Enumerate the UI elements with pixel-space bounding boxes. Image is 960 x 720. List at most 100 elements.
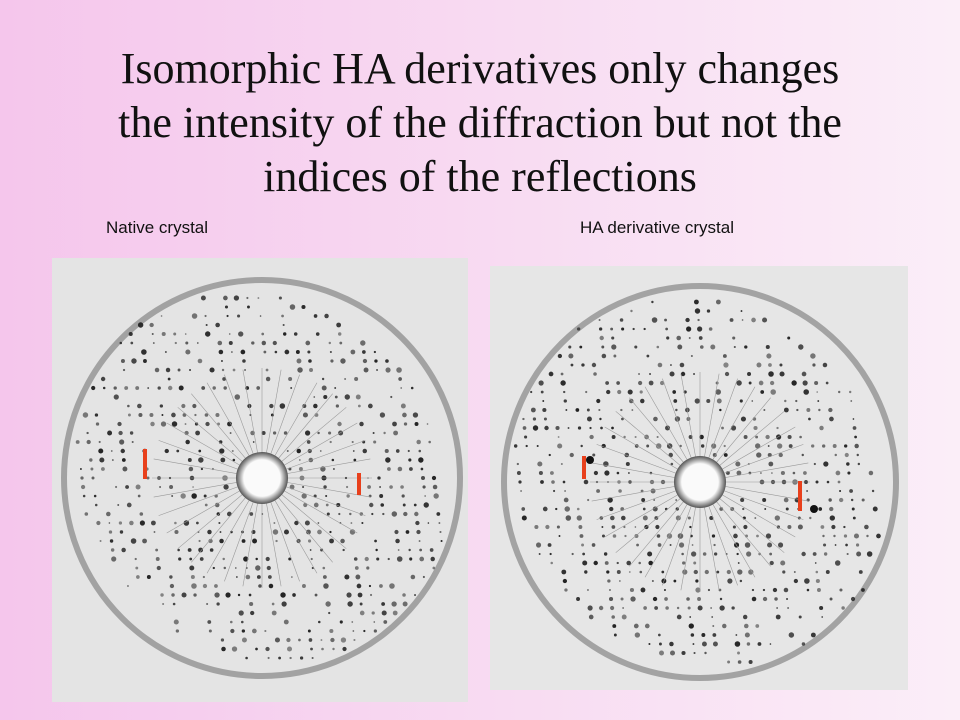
spot bbox=[438, 522, 441, 524]
spot bbox=[126, 502, 132, 508]
spot bbox=[636, 543, 639, 547]
spot bbox=[697, 318, 700, 322]
spot bbox=[798, 615, 802, 619]
spot bbox=[598, 318, 601, 322]
spot bbox=[418, 449, 422, 453]
spot bbox=[803, 471, 807, 475]
spot bbox=[387, 557, 390, 561]
spot bbox=[309, 368, 314, 372]
spot bbox=[673, 579, 677, 583]
spot bbox=[263, 350, 267, 354]
spot bbox=[586, 456, 594, 464]
spot bbox=[282, 323, 285, 327]
spot bbox=[379, 584, 383, 588]
spot bbox=[255, 565, 261, 571]
spot bbox=[363, 629, 366, 633]
spot bbox=[174, 521, 177, 525]
spot bbox=[607, 497, 613, 503]
spot bbox=[330, 359, 334, 363]
spot bbox=[603, 552, 608, 556]
spot bbox=[405, 530, 410, 534]
spot bbox=[622, 607, 625, 609]
spot bbox=[649, 372, 652, 376]
spot bbox=[272, 431, 277, 435]
spot bbox=[625, 461, 630, 467]
caption: HA derivative crystal bbox=[580, 218, 734, 237]
spot bbox=[231, 449, 234, 453]
spot bbox=[271, 610, 277, 616]
spot bbox=[382, 512, 385, 516]
spot bbox=[337, 421, 342, 427]
title-line: the intensity of the diffraction but not… bbox=[118, 98, 842, 147]
spot bbox=[322, 566, 326, 570]
spot bbox=[323, 394, 328, 400]
spot bbox=[646, 444, 650, 448]
spot bbox=[582, 552, 586, 556]
spot bbox=[122, 466, 128, 472]
spot bbox=[814, 562, 817, 564]
spot bbox=[110, 548, 115, 552]
spot bbox=[709, 515, 714, 521]
spot bbox=[139, 512, 144, 516]
spot bbox=[693, 569, 698, 575]
spot bbox=[274, 637, 280, 643]
spot bbox=[624, 534, 627, 538]
spot bbox=[768, 461, 774, 467]
spot bbox=[302, 485, 305, 489]
spot bbox=[93, 494, 97, 498]
spot bbox=[697, 326, 703, 332]
spot bbox=[592, 453, 596, 457]
spot bbox=[320, 548, 324, 552]
spot bbox=[605, 381, 609, 385]
spot bbox=[192, 403, 197, 409]
spot bbox=[225, 592, 231, 598]
spot bbox=[383, 620, 388, 624]
spot bbox=[852, 516, 856, 520]
spot bbox=[712, 625, 715, 627]
spot bbox=[593, 470, 599, 476]
spot bbox=[139, 520, 145, 526]
spot bbox=[653, 499, 656, 501]
spot bbox=[293, 332, 298, 336]
spot bbox=[765, 533, 772, 539]
spot bbox=[429, 548, 434, 552]
spot bbox=[852, 418, 855, 420]
spot bbox=[818, 507, 823, 511]
spot bbox=[825, 381, 829, 385]
spot bbox=[850, 498, 854, 502]
spot bbox=[197, 358, 203, 364]
spot bbox=[346, 494, 350, 498]
spot bbox=[135, 386, 140, 390]
spot bbox=[707, 588, 711, 592]
spot bbox=[344, 574, 350, 580]
spot bbox=[774, 515, 780, 521]
spot bbox=[400, 485, 404, 489]
spot bbox=[208, 538, 213, 544]
spot bbox=[356, 583, 362, 589]
spot bbox=[710, 607, 712, 609]
spot bbox=[611, 336, 615, 340]
spot bbox=[787, 607, 790, 609]
spot bbox=[670, 650, 676, 656]
spot bbox=[675, 515, 681, 521]
spot bbox=[699, 345, 704, 349]
spot bbox=[563, 399, 567, 403]
spot bbox=[137, 322, 144, 328]
spot bbox=[784, 399, 787, 403]
spot bbox=[774, 597, 778, 601]
spot bbox=[98, 440, 101, 444]
spot bbox=[823, 461, 829, 467]
spot bbox=[820, 525, 825, 529]
spot bbox=[249, 512, 254, 516]
spot bbox=[611, 426, 614, 430]
spot bbox=[379, 494, 384, 498]
title-line: indices of the reflections bbox=[263, 152, 697, 201]
spot bbox=[354, 376, 359, 382]
spot bbox=[215, 322, 220, 328]
spot bbox=[291, 576, 293, 578]
spot bbox=[587, 498, 590, 502]
spot bbox=[301, 304, 306, 310]
spot bbox=[735, 461, 741, 467]
spot bbox=[127, 404, 130, 408]
spot bbox=[152, 342, 155, 344]
